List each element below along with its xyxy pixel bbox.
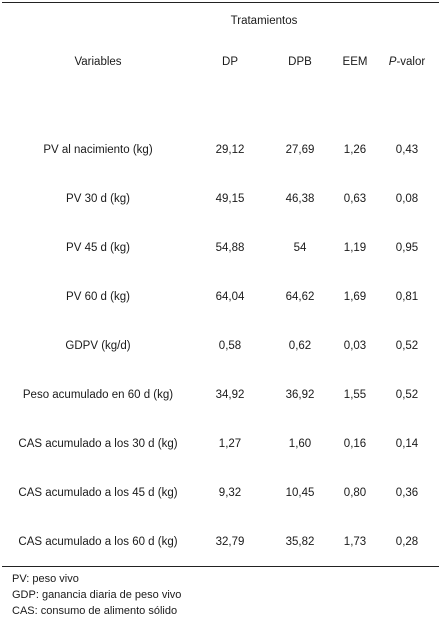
bottom-rule [2,566,439,567]
column-header-eem: EEM [342,56,368,68]
row-label: PV 30 d (kg) [66,193,130,205]
cell-dpb: 64,62 [285,291,315,303]
cell-p-valor: 0,36 [395,487,419,499]
column-header-p-valor: P-valor [389,55,425,69]
cell-p-valor: 0,52 [395,340,419,352]
cell-eem: 1,55 [343,389,367,401]
cell-eem: 0,16 [343,438,367,450]
cell-dpb: 0,62 [288,340,312,352]
cell-eem: 0,03 [343,340,367,352]
top-rule [2,2,439,3]
cell-dp: 1,27 [218,438,242,450]
cell-eem: 1,19 [343,242,367,254]
cell-dp: 64,04 [215,291,245,303]
row-label: CAS acumulado a los 60 d (kg) [18,536,178,548]
cell-dp: 54,88 [215,242,245,254]
p-suffix: -valor [396,56,426,68]
cell-p-valor: 0,08 [395,193,419,205]
p-letter: P [388,56,397,68]
cell-dpb: 35,82 [285,536,315,548]
cell-p-valor: 0,81 [395,291,419,303]
cell-dp: 9,32 [218,487,242,499]
cell-p-valor: 0,43 [395,144,419,156]
cell-dp: 49,15 [215,193,245,205]
row-label: CAS acumulado a los 30 d (kg) [18,438,178,450]
cell-p-valor: 0,28 [395,536,419,548]
cell-dp: 32,79 [215,536,245,548]
cell-dpb: 36,92 [285,389,315,401]
cell-p-valor: 0,52 [395,389,419,401]
cell-p-valor: 0,95 [395,242,419,254]
column-header-dp: DP [222,56,238,68]
cell-eem: 0,80 [343,487,367,499]
footnote-cas: CAS: consumo de alimento sólido [12,605,178,617]
column-header-variables: Variables [74,56,122,68]
footnotes: PV: peso vivo GDP: ganancia diaria de pe… [12,571,181,619]
cell-eem: 0,63 [343,193,367,205]
cell-dpb: 46,38 [285,193,315,205]
row-label: GDPV (kg/d) [65,340,131,352]
cell-eem: 1,26 [343,144,367,156]
cell-dp: 34,92 [215,389,245,401]
row-label: CAS acumulado a los 45 d (kg) [18,487,178,499]
column-header-dpb: DPB [288,56,312,68]
cell-dpb: 54 [293,242,307,254]
row-label: PV 60 d (kg) [66,291,130,303]
cell-dpb: 1,60 [288,438,312,450]
cell-dp: 0,58 [218,340,242,352]
cell-eem: 1,69 [343,291,367,303]
cell-p-valor: 0,14 [395,438,419,450]
cell-dp: 29,12 [215,144,245,156]
row-label: Peso acumulado en 60 d (kg) [22,389,174,401]
footnote-pv: PV: peso vivo [12,573,79,585]
cell-dpb: 27,69 [285,144,315,156]
footnote-gdp: GDP: ganancia diaria de peso vivo [12,589,182,601]
cell-dpb: 10,45 [285,487,315,499]
cell-eem: 1,73 [343,536,367,548]
treatments-group-header: Tratamientos [230,15,298,27]
row-label: PV al nacimiento (kg) [43,144,153,156]
row-label: PV 45 d (kg) [66,242,130,254]
